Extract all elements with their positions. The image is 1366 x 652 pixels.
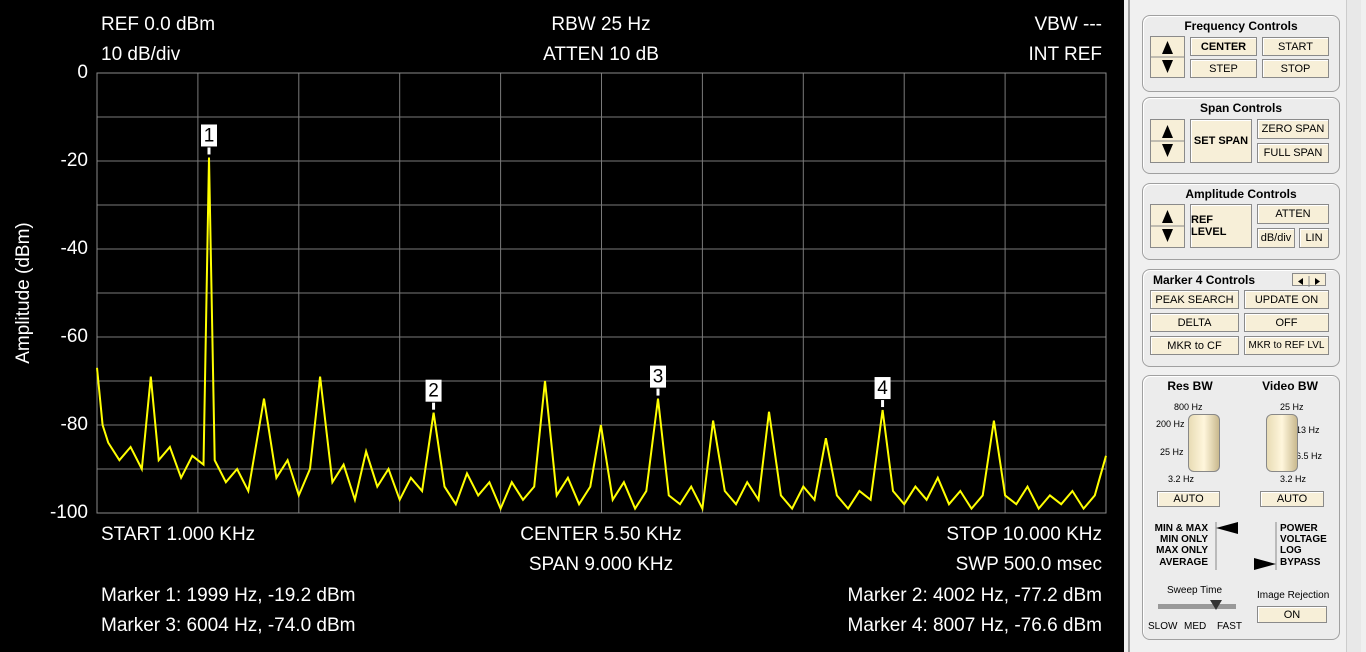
output-option[interactable]: POWER: [1280, 523, 1318, 534]
span: SPAN 9.000 KHz: [529, 554, 673, 575]
marker-readout: Marker 2: 4002 Hz, -77.2 dBm: [848, 585, 1103, 606]
y-tick-label: 0: [77, 62, 88, 83]
button[interactable]: ON: [1257, 606, 1327, 623]
detector-switch[interactable]: [1212, 520, 1240, 572]
button[interactable]: ZERO SPAN: [1257, 119, 1329, 139]
up-down-button[interactable]: [1150, 204, 1185, 248]
button[interactable]: OFF: [1244, 313, 1329, 332]
button[interactable]: FULL SPAN: [1257, 143, 1329, 163]
output-option[interactable]: VOLTAGE: [1280, 534, 1327, 545]
y-axis-label: Amplitude (dBm): [13, 222, 34, 364]
detector-option[interactable]: MIN ONLY: [1160, 534, 1208, 545]
group-title: Image Rejection: [1257, 590, 1330, 601]
scale-label: 800 Hz: [1174, 402, 1203, 412]
plot-frame: [96, 72, 1107, 514]
stop-freq: STOP 10.000 KHz: [946, 524, 1102, 545]
scale-label: 3.2 Hz: [1168, 474, 1195, 484]
marker-box: [200, 124, 217, 147]
slider-label: MED: [1184, 621, 1207, 632]
scale-label: 3.2 Hz: [1280, 474, 1307, 484]
group-title: Video BW: [1262, 379, 1318, 393]
marker-box: [425, 379, 442, 402]
slider-label: SLOW: [1148, 621, 1178, 632]
group-title: Marker 4 Controls: [1153, 273, 1256, 287]
scale-label: 200 Hz: [1156, 419, 1185, 429]
button[interactable]: dB/div: [1257, 228, 1295, 248]
output-option[interactable]: BYPASS: [1280, 557, 1321, 568]
res-bw-knob[interactable]: [1188, 414, 1220, 472]
marker-label: 3: [653, 367, 664, 388]
start-freq: START 1.000 KHz: [101, 524, 255, 545]
scale-label: 13 Hz: [1296, 425, 1320, 435]
filter-group: [1142, 375, 1340, 640]
marker-readout: Marker 1: 1999 Hz, -19.2 dBm: [101, 585, 356, 606]
y-tick-label: -60: [61, 326, 88, 347]
slider-label: FAST: [1217, 621, 1243, 632]
button[interactable]: PEAK SEARCH: [1150, 290, 1239, 309]
y-tick-label: -40: [61, 238, 88, 259]
marker-label: 1: [204, 125, 215, 146]
center-freq: CENTER 5.50 KHz: [520, 524, 682, 545]
button[interactable]: STEP: [1190, 59, 1257, 78]
ref-level: REF 0.0 dBm: [101, 14, 215, 35]
button[interactable]: START: [1262, 37, 1329, 56]
button[interactable]: CENTER: [1190, 37, 1257, 56]
detector-option[interactable]: MIN & MAX: [1154, 523, 1208, 534]
scale-label: 6.5 Hz: [1296, 451, 1323, 461]
y-tick-label: -100: [50, 502, 88, 523]
atten: ATTEN 10 dB: [543, 44, 659, 65]
scale-label: 25 Hz: [1280, 402, 1304, 412]
button[interactable]: SET SPAN: [1190, 119, 1252, 163]
button[interactable]: ATTEN: [1257, 204, 1329, 224]
up-down-button[interactable]: [1150, 36, 1185, 78]
up-down-button[interactable]: [1150, 119, 1185, 163]
marker-box: [874, 377, 891, 400]
output-switch[interactable]: [1252, 520, 1280, 572]
button[interactable]: DELTA: [1150, 313, 1239, 332]
button[interactable]: STOP: [1262, 59, 1329, 78]
button[interactable]: AUTO: [1157, 491, 1220, 507]
y-tick-label: -20: [61, 150, 88, 171]
button[interactable]: UPDATE ON: [1244, 290, 1329, 309]
video-bw-knob[interactable]: [1266, 414, 1298, 472]
int-ref: INT REF: [1028, 44, 1102, 65]
vbw: VBW ---: [1034, 14, 1102, 35]
control-panel: Frequency Controls CENTER START STEP STO…: [1128, 0, 1366, 652]
y-tick-label: -80: [61, 414, 88, 435]
group-title: Res BW: [1167, 379, 1213, 393]
marker-box: [650, 365, 667, 388]
marker-label: 4: [877, 378, 888, 399]
marker-readout: Marker 3: 6004 Hz, -74.0 dBm: [101, 615, 356, 636]
marker-label: 2: [428, 381, 439, 402]
slider-title: Sweep Time: [1167, 585, 1223, 596]
output-option[interactable]: LOG: [1280, 545, 1302, 556]
rbw: RBW 25 Hz: [551, 14, 650, 35]
group-title: Amplitude Controls: [1185, 187, 1297, 201]
marker-select[interactable]: [1292, 273, 1326, 287]
sweep-time: SWP 500.0 msec: [956, 554, 1102, 575]
button[interactable]: MKR to CF: [1150, 336, 1239, 355]
background: [0, 0, 1124, 652]
scale-label: 25 Hz: [1160, 447, 1184, 457]
spectrum-display: REF 0.0 dBm 10 dB/div RBW 25 Hz ATTEN 10…: [0, 0, 1124, 652]
detector-option[interactable]: AVERAGE: [1159, 557, 1208, 568]
button[interactable]: MKR to REF LVL: [1244, 336, 1329, 355]
button[interactable]: LIN: [1299, 228, 1329, 248]
scale: 10 dB/div: [101, 44, 181, 65]
button[interactable]: REF LEVEL: [1190, 204, 1252, 248]
button[interactable]: AUTO: [1260, 491, 1324, 507]
sweep-slider[interactable]: [1156, 598, 1238, 616]
marker-readout: Marker 4: 8007 Hz, -76.6 dBm: [848, 615, 1103, 636]
group-title: Span Controls: [1199, 101, 1282, 115]
detector-option[interactable]: MAX ONLY: [1156, 545, 1208, 556]
trace: [96, 157, 1107, 512]
scrollbar[interactable]: [1346, 0, 1361, 652]
group-title: Frequency Controls: [1184, 19, 1298, 33]
